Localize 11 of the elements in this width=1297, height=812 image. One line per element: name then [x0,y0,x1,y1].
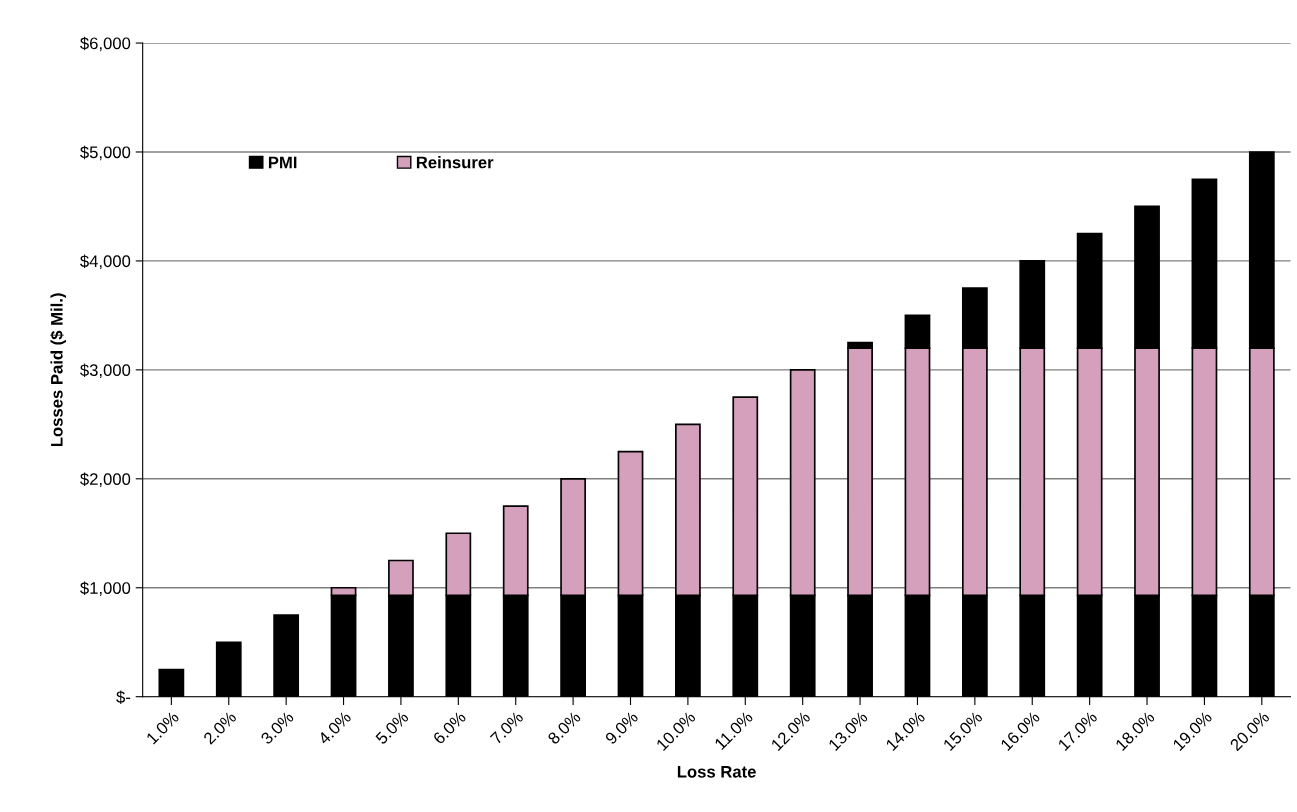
legend-label: Reinsurer [416,156,494,169]
y-tick-label: $5,000 [80,145,131,161]
y-tick-label: $6,000 [80,36,131,52]
legend-label: PMI [268,156,297,169]
y-tick-label: $2,000 [80,472,131,487]
y-tick-label: $3,000 [80,363,131,379]
x-axis-title: Loss Rate [677,766,756,778]
y-tick-label: $- [116,690,131,704]
y-axis-title: Losses Paid ($ Mil.) [50,293,66,447]
y-tick-label: $4,000 [80,254,131,270]
y-tick-label: $1,000 [80,581,131,596]
